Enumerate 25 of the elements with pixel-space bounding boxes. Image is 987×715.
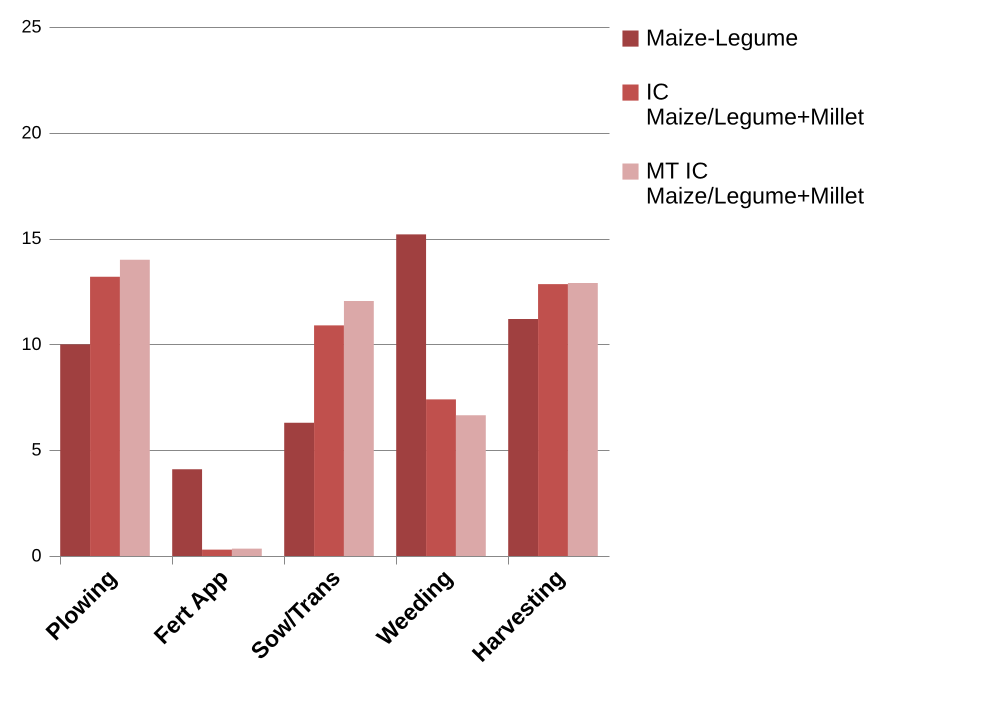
bar	[284, 422, 314, 556]
bar	[172, 469, 202, 556]
bar	[538, 284, 568, 556]
bar	[396, 234, 426, 556]
bar	[60, 344, 90, 556]
y-tick-label: 20	[21, 122, 42, 142]
legend-label: MT IC Maize/Legume+Millet	[646, 158, 865, 208]
bar	[120, 260, 150, 556]
y-tick-label: 10	[21, 334, 42, 354]
legend-label: IC Maize/Legume+Millet	[646, 78, 865, 130]
bar	[508, 319, 538, 556]
bar	[426, 399, 456, 556]
bar	[568, 283, 598, 556]
y-tick-label: 25	[21, 16, 42, 36]
x-tick-label: Fert App	[148, 564, 234, 650]
bar	[456, 415, 486, 556]
y-tick-label: 5	[31, 440, 42, 460]
bar	[90, 276, 120, 556]
bar	[314, 325, 344, 556]
y-tick-label: 15	[21, 228, 42, 248]
legend-label: Maize-Legume	[646, 24, 798, 50]
y-tick-label: 0	[31, 546, 42, 566]
bar	[202, 550, 232, 556]
bar	[344, 301, 374, 556]
bar	[232, 548, 262, 556]
